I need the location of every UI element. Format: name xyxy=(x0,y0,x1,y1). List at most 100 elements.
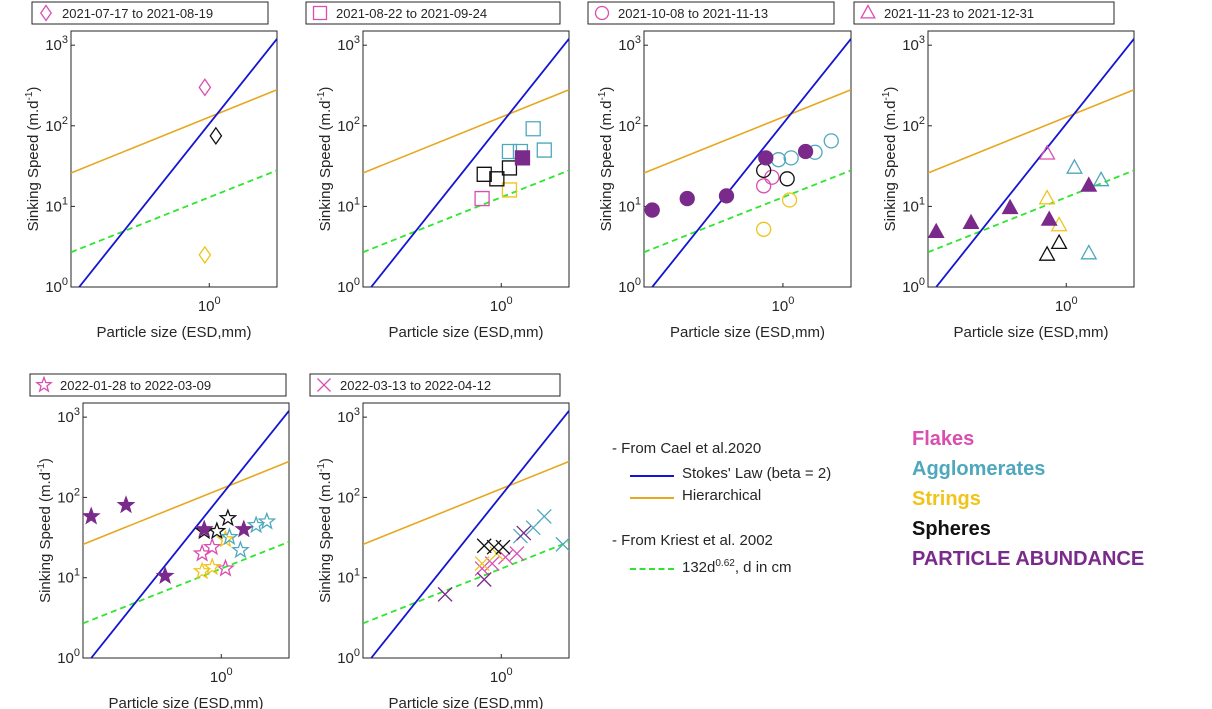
point-agglomerates xyxy=(536,508,552,524)
kriest-line xyxy=(83,540,289,625)
point-spheres xyxy=(476,166,492,182)
point-flakes xyxy=(509,546,525,562)
point-strings xyxy=(501,182,518,198)
legend-hierarchical-swatch xyxy=(630,497,674,499)
point-agglomerates xyxy=(1092,171,1110,187)
point-particle-abundance xyxy=(437,586,453,602)
point-particle-abundance xyxy=(234,519,254,538)
legend-stokes-label: Stokes' Law (beta = 2) xyxy=(682,465,832,482)
category-flakes: Flakes xyxy=(912,428,975,450)
point-flakes xyxy=(216,558,235,577)
point-agglomerates xyxy=(525,121,541,137)
series-legend-title: 2021-07-17 to 2021-08-19 xyxy=(62,6,213,21)
series-legend-marker xyxy=(312,5,328,21)
hierarchical-line xyxy=(928,89,1134,174)
category-strings: Strings xyxy=(912,488,981,510)
plot-frame xyxy=(643,30,852,288)
y-axis-label: Sinking Speed (m.d-1) xyxy=(316,458,334,603)
series-legend-marker xyxy=(317,378,331,392)
data-points xyxy=(198,78,223,265)
point-strings xyxy=(192,561,212,580)
category-key: Flakes Agglomerates Strings Spheres PART… xyxy=(912,424,1212,574)
point-flakes xyxy=(202,537,222,556)
y-tick-label: 102 xyxy=(618,115,641,135)
point-agglomerates xyxy=(770,152,787,168)
point-spheres xyxy=(1050,233,1068,250)
x-tick-label: 100 xyxy=(772,295,795,315)
point-agglomerates xyxy=(257,511,277,530)
y-tick-label: 100 xyxy=(337,276,360,296)
series-legend-title: 2021-10-08 to 2021-11-13 xyxy=(618,6,768,21)
series-legend-title: 2021-11-23 to 2021-12-31 xyxy=(884,6,1034,21)
point-particle-abundance xyxy=(83,506,101,525)
x-tick-label: 100 xyxy=(490,666,513,686)
point-agglomerates xyxy=(501,143,518,160)
reference-lines xyxy=(928,38,1134,287)
panel-4: 100 101 102 103 100 Particle size (ESD,mm) Sin… xyxy=(853,1,1135,341)
point-agglomerates xyxy=(231,540,250,559)
hierarchical-line xyxy=(83,460,289,546)
kriest-line xyxy=(644,169,851,254)
y-tick-label: 103 xyxy=(618,34,641,54)
point-spheres xyxy=(779,171,795,187)
kriest-line xyxy=(363,169,569,254)
y-axis-label: Sinking Speed (m.d-1) xyxy=(316,87,334,232)
stokes-line xyxy=(78,38,277,287)
x-axis-label: Particle size (ESD,mm) xyxy=(388,695,543,709)
series-legend-title: 2022-03-13 to 2022-04-12 xyxy=(340,378,491,393)
series-legend-marker xyxy=(860,4,876,19)
series-legend-marker xyxy=(40,4,52,22)
point-agglomerates xyxy=(1065,158,1083,174)
point-flakes xyxy=(474,190,490,207)
x-tick-label: 100 xyxy=(198,295,221,315)
data-points xyxy=(437,508,569,602)
point-particle-abundance xyxy=(116,495,136,514)
y-tick-label: 100 xyxy=(902,276,925,296)
y-tick-label: 101 xyxy=(45,195,68,215)
series-legend-title: 2022-01-28 to 2022-03-09 xyxy=(60,378,211,393)
point-agglomerates xyxy=(246,515,266,534)
series-legend-box xyxy=(305,1,561,25)
point-particle-abundance xyxy=(718,188,735,204)
stokes-line xyxy=(935,38,1134,287)
y-tick-label: 101 xyxy=(337,195,360,215)
point-strings xyxy=(198,245,212,265)
panel-5: 100 101 102 103 100 Particle size (ESD,mm) Sin… xyxy=(29,373,290,709)
hierarchical-line xyxy=(644,89,851,174)
point-particle-abundance xyxy=(758,150,774,166)
point-particle-abundance xyxy=(962,213,980,230)
x-axis-label: Particle size (ESD,mm) xyxy=(953,324,1108,341)
legend-hierarchical-label: Hierarchical xyxy=(682,487,762,504)
point-spheres xyxy=(489,171,505,187)
stokes-line xyxy=(370,38,569,287)
point-agglomerates xyxy=(220,527,239,546)
point-particle-abundance xyxy=(1001,198,1019,215)
x-axis-label: Particle size (ESD,mm) xyxy=(96,324,251,341)
x-axis-label: Particle size (ESD,mm) xyxy=(388,324,543,341)
kriest-line xyxy=(928,169,1134,254)
point-particle-abundance xyxy=(194,519,214,538)
legend-kriest-swatch xyxy=(630,568,674,570)
series-legend-box xyxy=(853,1,1115,25)
point-spheres xyxy=(1038,245,1056,261)
panel-6: 100 101 102 103 100 Particle size (ESD,mm) Sin… xyxy=(309,373,570,709)
panel-2: 100 101 102 103 100 Particle size (ESD,mm) Sin… xyxy=(305,1,570,341)
kriest-exponent: 0.62 xyxy=(715,558,735,569)
point-spheres xyxy=(476,538,492,554)
point-particle-abundance xyxy=(928,222,945,238)
point-particle-abundance xyxy=(644,202,660,218)
point-agglomerates xyxy=(536,142,552,158)
y-tick-label: 102 xyxy=(337,115,360,135)
point-flakes xyxy=(1038,144,1056,160)
point-particle-abundance xyxy=(516,525,532,541)
panel-3: 100 101 102 103 100 Particle size (ESD,mm) Sin… xyxy=(587,1,852,341)
point-agglomerates xyxy=(555,536,569,552)
category-particle-abundance: PARTICLE ABUNDANCE xyxy=(912,548,1145,570)
point-agglomerates xyxy=(823,133,839,149)
reference-lines xyxy=(363,38,569,287)
plot-frame xyxy=(70,30,278,288)
stokes-line xyxy=(651,38,851,287)
kriest-suffix: , d in cm xyxy=(734,559,792,576)
series-legend-box xyxy=(31,1,269,25)
